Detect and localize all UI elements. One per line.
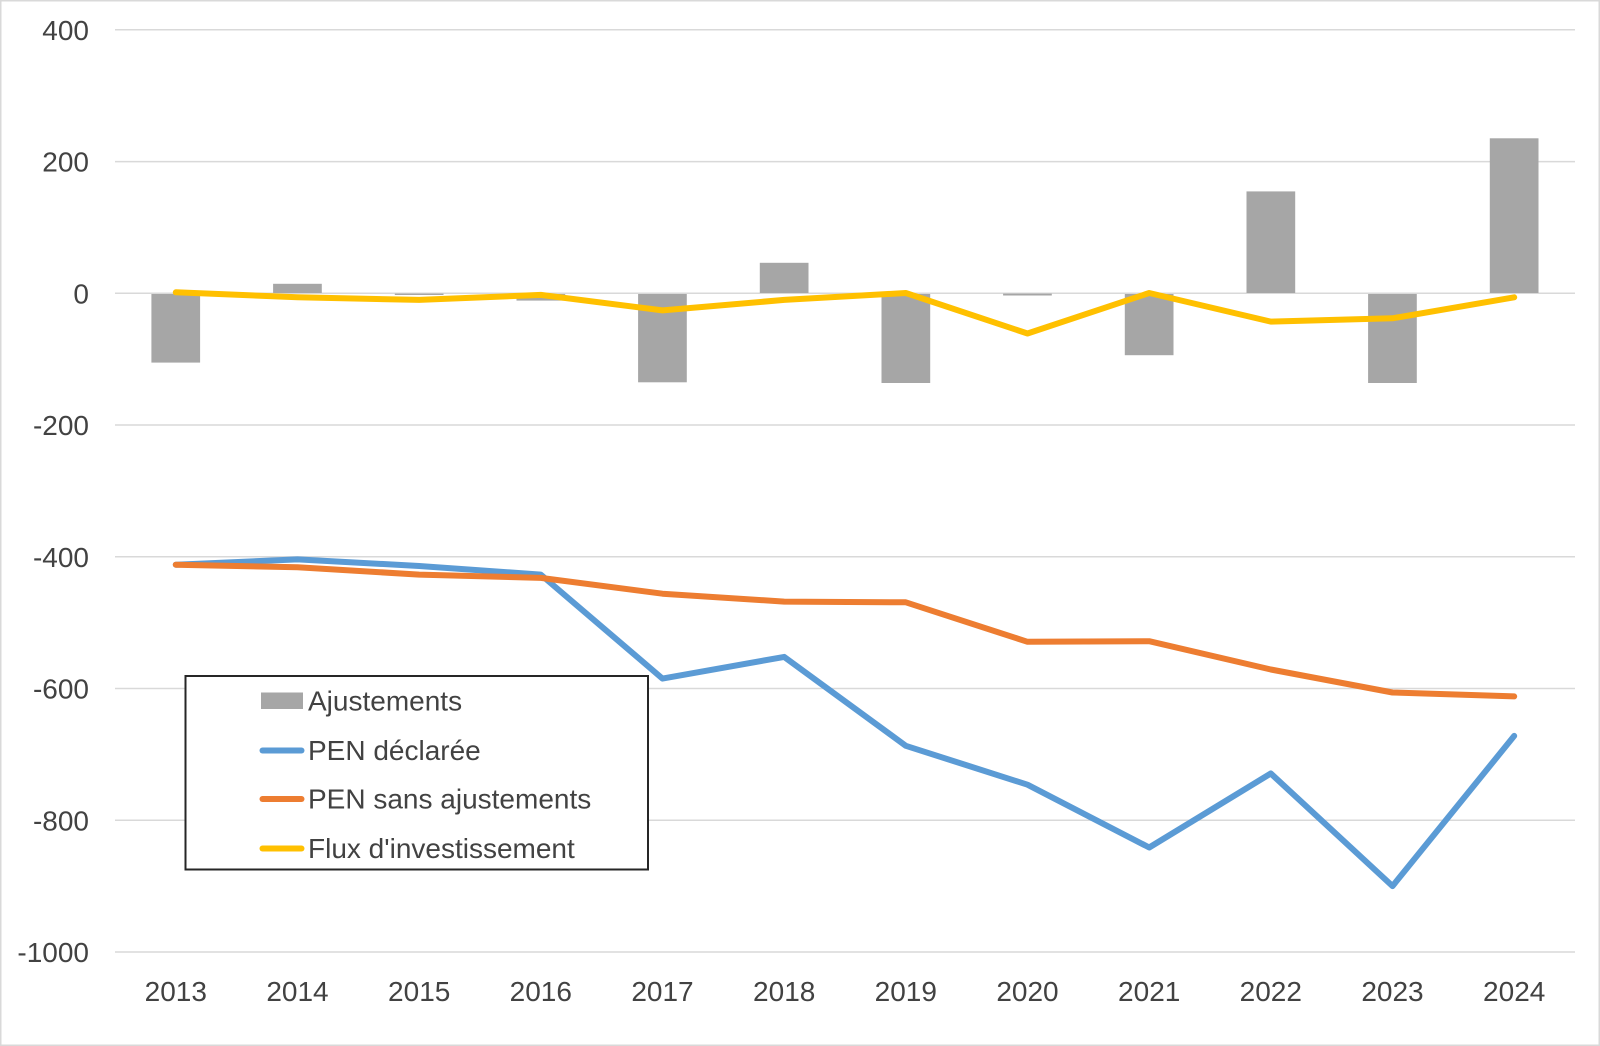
svg-text:2021: 2021 bbox=[1118, 976, 1180, 1007]
svg-text:2018: 2018 bbox=[753, 976, 815, 1007]
svg-text:200: 200 bbox=[42, 147, 89, 178]
svg-text:2016: 2016 bbox=[510, 976, 572, 1007]
svg-text:-600: -600 bbox=[33, 674, 89, 705]
svg-text:-400: -400 bbox=[33, 542, 89, 573]
svg-text:2023: 2023 bbox=[1361, 976, 1423, 1007]
svg-text:PEN déclarée: PEN déclarée bbox=[308, 735, 481, 766]
svg-text:2017: 2017 bbox=[631, 976, 693, 1007]
svg-text:2022: 2022 bbox=[1240, 976, 1302, 1007]
svg-text:PEN sans ajustements: PEN sans ajustements bbox=[308, 784, 591, 815]
svg-text:-800: -800 bbox=[33, 805, 89, 836]
svg-text:2019: 2019 bbox=[875, 976, 937, 1007]
svg-text:2015: 2015 bbox=[388, 976, 450, 1007]
svg-text:400: 400 bbox=[42, 15, 89, 46]
svg-text:Ajustements: Ajustements bbox=[308, 686, 462, 717]
svg-text:2020: 2020 bbox=[996, 976, 1058, 1007]
svg-text:2014: 2014 bbox=[266, 976, 328, 1007]
svg-text:-1000: -1000 bbox=[17, 937, 89, 968]
svg-text:2024: 2024 bbox=[1483, 976, 1545, 1007]
svg-text:Flux d'investissement: Flux d'investissement bbox=[308, 833, 575, 864]
svg-text:2013: 2013 bbox=[145, 976, 207, 1007]
svg-text:-200: -200 bbox=[33, 410, 89, 441]
svg-text:0: 0 bbox=[73, 278, 89, 309]
